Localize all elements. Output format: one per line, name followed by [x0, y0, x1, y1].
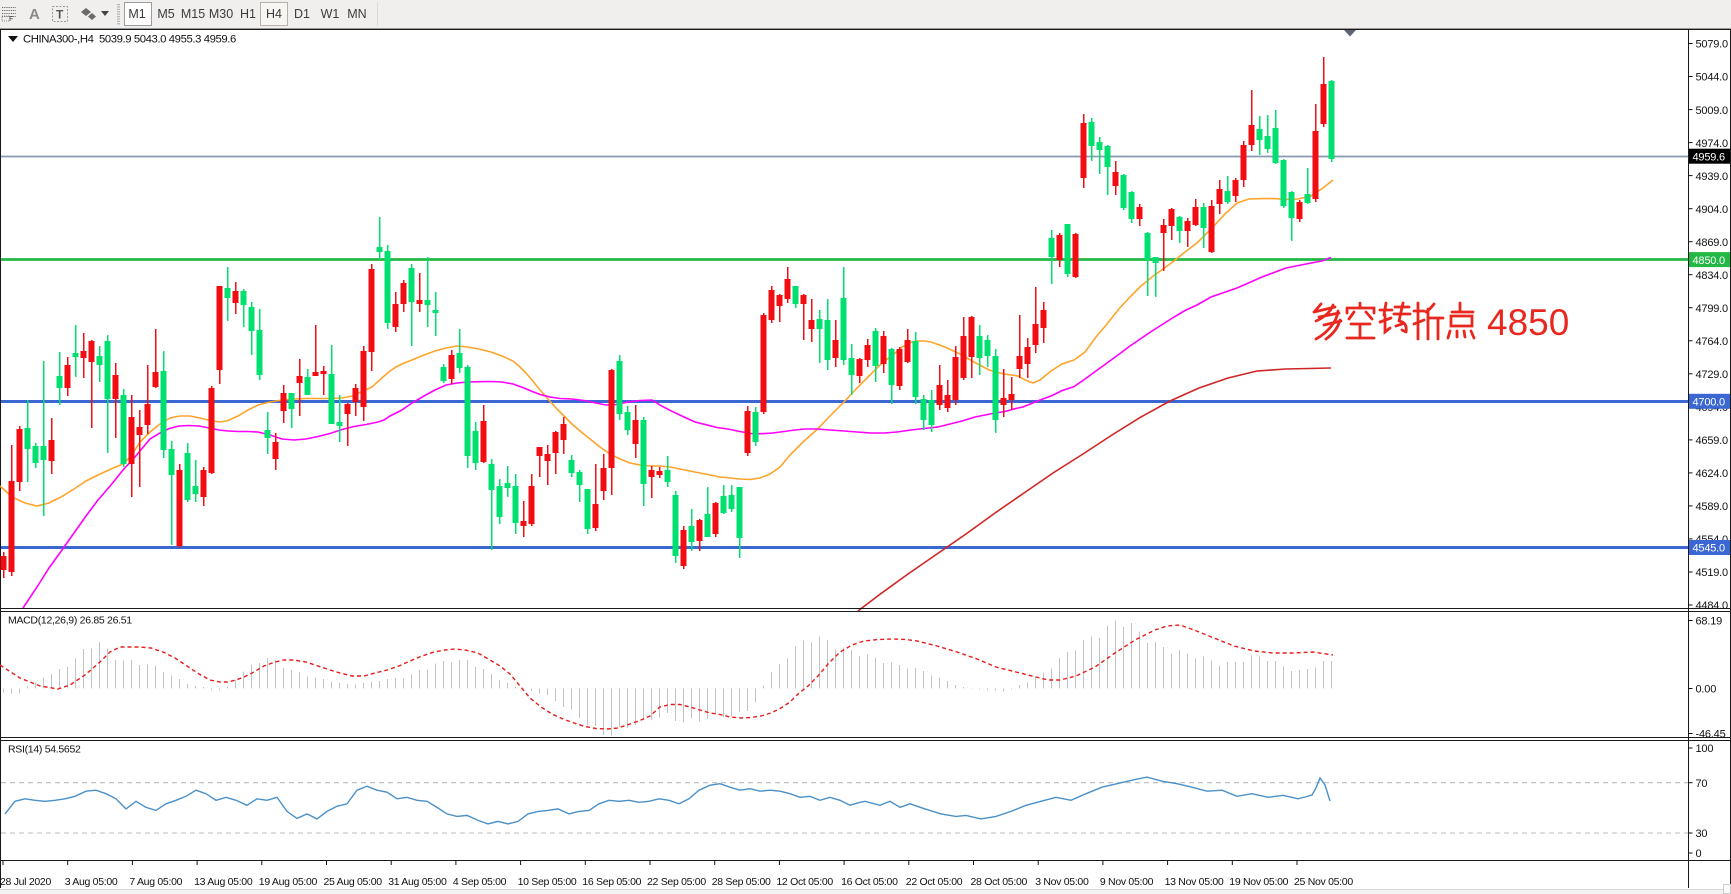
- svg-text:25 Nov 05:00: 25 Nov 05:00: [1294, 876, 1353, 888]
- svg-text:4589.0: 4589.0: [1696, 501, 1729, 513]
- svg-text:4484.0: 4484.0: [1696, 600, 1729, 612]
- svg-text:31 Aug 05:00: 31 Aug 05:00: [388, 876, 447, 888]
- svg-text:F: F: [9, 16, 13, 23]
- svg-text:M1: M1: [128, 7, 145, 21]
- svg-text:0: 0: [1696, 848, 1702, 860]
- svg-text:7 Aug 05:00: 7 Aug 05:00: [129, 876, 182, 888]
- svg-text:25 Aug 05:00: 25 Aug 05:00: [324, 876, 383, 888]
- svg-text:M5: M5: [157, 7, 174, 21]
- svg-text:4729.0: 4729.0: [1696, 369, 1729, 381]
- svg-text:5044.0: 5044.0: [1696, 72, 1729, 84]
- svg-text:70: 70: [1696, 778, 1708, 790]
- svg-text:A: A: [29, 6, 40, 23]
- svg-text:12 Oct 05:00: 12 Oct 05:00: [776, 876, 833, 888]
- svg-text:4764.0: 4764.0: [1696, 336, 1729, 348]
- svg-text:9 Nov 05:00: 9 Nov 05:00: [1100, 876, 1154, 888]
- svg-text:28 Oct 05:00: 28 Oct 05:00: [971, 876, 1028, 888]
- svg-text:RSI(14) 54.5652: RSI(14) 54.5652: [8, 744, 81, 756]
- svg-text:3 Nov 05:00: 3 Nov 05:00: [1035, 876, 1089, 888]
- svg-text:4624.0: 4624.0: [1696, 468, 1729, 480]
- svg-text:W1: W1: [321, 7, 340, 21]
- svg-text:5009.0: 5009.0: [1696, 105, 1729, 117]
- svg-text:4974.0: 4974.0: [1696, 138, 1729, 150]
- svg-text:4939.0: 4939.0: [1696, 171, 1729, 183]
- svg-text:-46.45: -46.45: [1696, 729, 1726, 741]
- svg-text:3 Aug 05:00: 3 Aug 05:00: [65, 876, 118, 888]
- svg-text:4659.0: 4659.0: [1696, 435, 1729, 447]
- svg-text:4904.0: 4904.0: [1696, 204, 1729, 216]
- svg-text:68.19: 68.19: [1696, 616, 1723, 628]
- svg-text:4545.0: 4545.0: [1693, 543, 1726, 555]
- svg-text:16 Oct 05:00: 16 Oct 05:00: [841, 876, 898, 888]
- svg-text:19 Aug 05:00: 19 Aug 05:00: [259, 876, 318, 888]
- svg-text:4799.0: 4799.0: [1696, 303, 1729, 315]
- svg-text:MACD(12,26,9) 26.85 26.51: MACD(12,26,9) 26.85 26.51: [8, 615, 132, 627]
- svg-text:16 Sep 05:00: 16 Sep 05:00: [582, 876, 641, 888]
- svg-text:22 Sep 05:00: 22 Sep 05:00: [647, 876, 706, 888]
- svg-text:4700.0: 4700.0: [1693, 397, 1726, 409]
- svg-text:4869.0: 4869.0: [1696, 237, 1729, 249]
- svg-text:30: 30: [1696, 828, 1708, 840]
- svg-text:5079.0: 5079.0: [1696, 39, 1729, 51]
- svg-text:4959.6: 4959.6: [1693, 151, 1726, 163]
- svg-text:28 Sep 05:00: 28 Sep 05:00: [712, 876, 771, 888]
- svg-text:H1: H1: [240, 7, 256, 21]
- svg-text:4850: 4850: [1487, 302, 1569, 343]
- svg-text:13 Nov 05:00: 13 Nov 05:00: [1165, 876, 1224, 888]
- svg-text:19 Nov 05:00: 19 Nov 05:00: [1229, 876, 1288, 888]
- svg-text:4850.0: 4850.0: [1693, 255, 1726, 267]
- svg-text:T: T: [56, 8, 64, 22]
- svg-text:CHINA300-,H4 5039.9 5043.0 49: CHINA300-,H4 5039.9 5043.0 4955.3 4959.6: [23, 34, 236, 46]
- svg-text:H4: H4: [266, 7, 282, 21]
- svg-text:D1: D1: [294, 7, 310, 21]
- svg-text:M15: M15: [181, 7, 205, 21]
- svg-text:4519.0: 4519.0: [1696, 567, 1729, 579]
- svg-text:MN: MN: [347, 7, 366, 21]
- svg-text:0.00: 0.00: [1696, 684, 1717, 696]
- svg-text:28 Jul 2020: 28 Jul 2020: [0, 876, 51, 888]
- svg-text:100: 100: [1696, 743, 1714, 755]
- svg-text:4 Sep 05:00: 4 Sep 05:00: [453, 876, 507, 888]
- svg-text:M30: M30: [209, 7, 233, 21]
- svg-text:13 Aug 05:00: 13 Aug 05:00: [194, 876, 253, 888]
- svg-text:4834.0: 4834.0: [1696, 270, 1729, 282]
- svg-text:10 Sep 05:00: 10 Sep 05:00: [518, 876, 577, 888]
- svg-text:22 Oct 05:00: 22 Oct 05:00: [906, 876, 963, 888]
